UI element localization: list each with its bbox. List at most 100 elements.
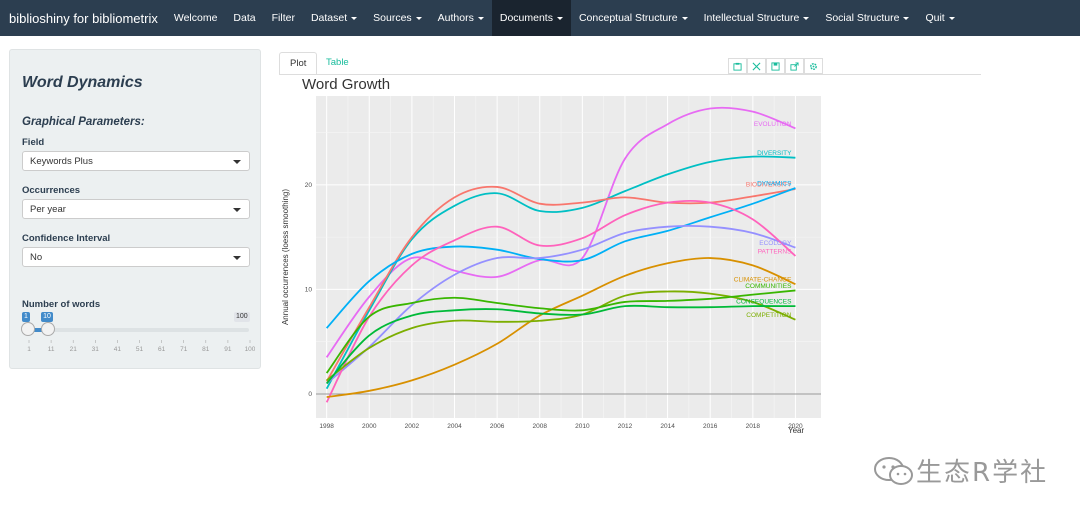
nav-item-dataset[interactable]: Dataset xyxy=(303,0,365,36)
x-tick-label: 1998 xyxy=(319,423,334,430)
series-label: COMPETITION xyxy=(746,312,791,319)
caret-down-icon xyxy=(803,16,810,20)
series-line-communities xyxy=(325,289,796,374)
watermark: 生态R学社 xyxy=(872,452,1048,489)
x-tick-label: 2016 xyxy=(703,423,718,430)
slider-tick-label: 81 xyxy=(202,346,210,353)
x-tick-label: 2008 xyxy=(532,423,547,430)
nav-item-intellectual-structure[interactable]: Intellectual Structure xyxy=(696,0,818,36)
slider-tick-label: 31 xyxy=(92,346,100,353)
series-line-competition xyxy=(326,290,796,382)
plot-toolbar xyxy=(728,58,823,74)
word-growth-chart: Word Growth EVOLUTION DIVERSITY BIODIVERSI… xyxy=(281,76,821,435)
caret-down-icon xyxy=(477,16,484,20)
plot-panel xyxy=(316,96,821,418)
nav-item-label: Filter xyxy=(271,12,295,24)
caret-down-icon xyxy=(948,16,955,20)
x-tick-label: 2002 xyxy=(405,423,420,430)
slider-max-label: 100 xyxy=(234,312,250,322)
field-label: Field xyxy=(22,137,45,148)
slider-handle-from[interactable] xyxy=(21,322,35,336)
slider-tick-label: 11 xyxy=(48,346,55,353)
caret-down-icon xyxy=(415,16,422,20)
nav-item-conceptual-structure[interactable]: Conceptual Structure xyxy=(571,0,696,36)
x-tick-label: 2014 xyxy=(660,423,675,430)
series-line-climate-change xyxy=(326,257,796,398)
nav-item-filter[interactable]: Filter xyxy=(264,0,303,36)
caret-down-icon xyxy=(681,16,688,20)
nav-item-label: Documents xyxy=(499,12,553,24)
slider-min-label: 1 xyxy=(22,312,30,322)
panel-title: Word Dynamics xyxy=(22,74,143,91)
series-label: PATTERNS xyxy=(758,248,792,255)
x-tick-label: 2020 xyxy=(788,423,803,430)
slider-tick-label: 71 xyxy=(180,346,188,353)
series-label: CLIMATE-CHANGE xyxy=(734,277,792,284)
save-icon[interactable] xyxy=(766,58,785,74)
slider-tick-label: 41 xyxy=(114,346,122,353)
words-slider-label: Number of words xyxy=(22,299,101,310)
series-line-consequences xyxy=(325,304,796,385)
slider-handle-to[interactable] xyxy=(41,322,56,336)
occurrences-select[interactable]: Per year xyxy=(22,199,250,219)
series-label: CONSEQUENCES xyxy=(736,299,792,306)
app-brand[interactable]: biblioshiny for bibliometrix xyxy=(9,10,158,26)
panel-subtitle: Graphical Parameters: xyxy=(22,116,145,128)
nav-item-label: Welcome xyxy=(173,12,218,24)
words-slider-track[interactable] xyxy=(28,328,249,332)
x-tick-label: 2000 xyxy=(362,423,377,430)
nav-item-label: Conceptual Structure xyxy=(578,12,678,24)
x-tick-label: 2018 xyxy=(746,423,761,430)
nav-item-authors[interactable]: Authors xyxy=(430,0,492,36)
confidence-label: Confidence Interval xyxy=(22,233,111,244)
nav-item-documents[interactable]: Documents xyxy=(491,0,571,36)
nav-item-data[interactable]: Data xyxy=(225,0,263,36)
y-axis-label: Annual occurrences (loess smoothing) xyxy=(281,189,290,325)
chevron-down-icon xyxy=(233,256,241,260)
occurrences-label: Occurrences xyxy=(22,185,81,196)
series-line-dynamics xyxy=(325,187,796,329)
x-tick-label: 2010 xyxy=(575,423,590,430)
y-tick-label: 20 xyxy=(305,182,313,189)
axis-ticks: 1998 2000 2002 2004 2006 2008 2010 2012 2014 2016… xyxy=(305,182,803,430)
series-line-evolution xyxy=(325,106,796,358)
slider-to-label: 10 xyxy=(41,312,53,322)
top-navbar: biblioshiny for bibliometrix Welcome Data… xyxy=(0,0,1080,36)
slider-tick-label: 100 xyxy=(245,346,255,353)
confidence-select-value: No xyxy=(30,252,43,263)
field-select-value: Keywords Plus xyxy=(30,156,93,167)
nav-item-sources[interactable]: Sources xyxy=(365,0,430,36)
series-lines xyxy=(325,106,797,403)
nav-item-label: Intellectual Structure xyxy=(703,12,800,24)
export-icon[interactable] xyxy=(785,58,804,74)
series-label: COMMUNITIES xyxy=(745,283,792,290)
nav-menu: Welcome Data Filter Dataset Sources Authors Do… xyxy=(166,0,963,36)
nav-item-label: Dataset xyxy=(310,12,348,24)
series-label: BIODIVERSITY xyxy=(746,182,792,189)
zoom-icon[interactable] xyxy=(747,58,766,74)
y-tick-label: 0 xyxy=(308,391,312,398)
nav-item-welcome[interactable]: Welcome xyxy=(166,0,226,36)
field-select[interactable]: Keywords Plus xyxy=(22,151,250,171)
x-axis-label: Year xyxy=(788,426,805,435)
series-line-ecology xyxy=(326,224,796,385)
sidebar-panel: Word Dynamics Graphical Parameters: Fiel… xyxy=(9,49,261,369)
watermark-text: 生态R学社 xyxy=(916,458,1049,488)
slider-tick-label: 51 xyxy=(136,346,144,353)
nav-item-quit[interactable]: Quit xyxy=(917,0,962,36)
gridlines xyxy=(316,96,821,418)
nav-item-social-structure[interactable]: Social Structure xyxy=(817,0,917,36)
settings-icon[interactable] xyxy=(804,58,823,74)
slider-tick-label: 91 xyxy=(224,346,232,353)
confidence-select[interactable]: No xyxy=(22,247,250,267)
camera-icon[interactable] xyxy=(728,58,747,74)
tab-divider xyxy=(279,74,981,75)
y-tick-label: 10 xyxy=(305,286,313,293)
occurrences-select-value: Per year xyxy=(30,204,66,215)
series-line-patterns xyxy=(325,199,797,403)
tab-table[interactable]: Table xyxy=(326,57,349,68)
slider-ticks: 1 11 21 31 41 51 61 71 81 91 100 xyxy=(27,340,255,353)
chevron-down-icon xyxy=(233,208,241,212)
nav-item-label: Sources xyxy=(373,12,412,24)
